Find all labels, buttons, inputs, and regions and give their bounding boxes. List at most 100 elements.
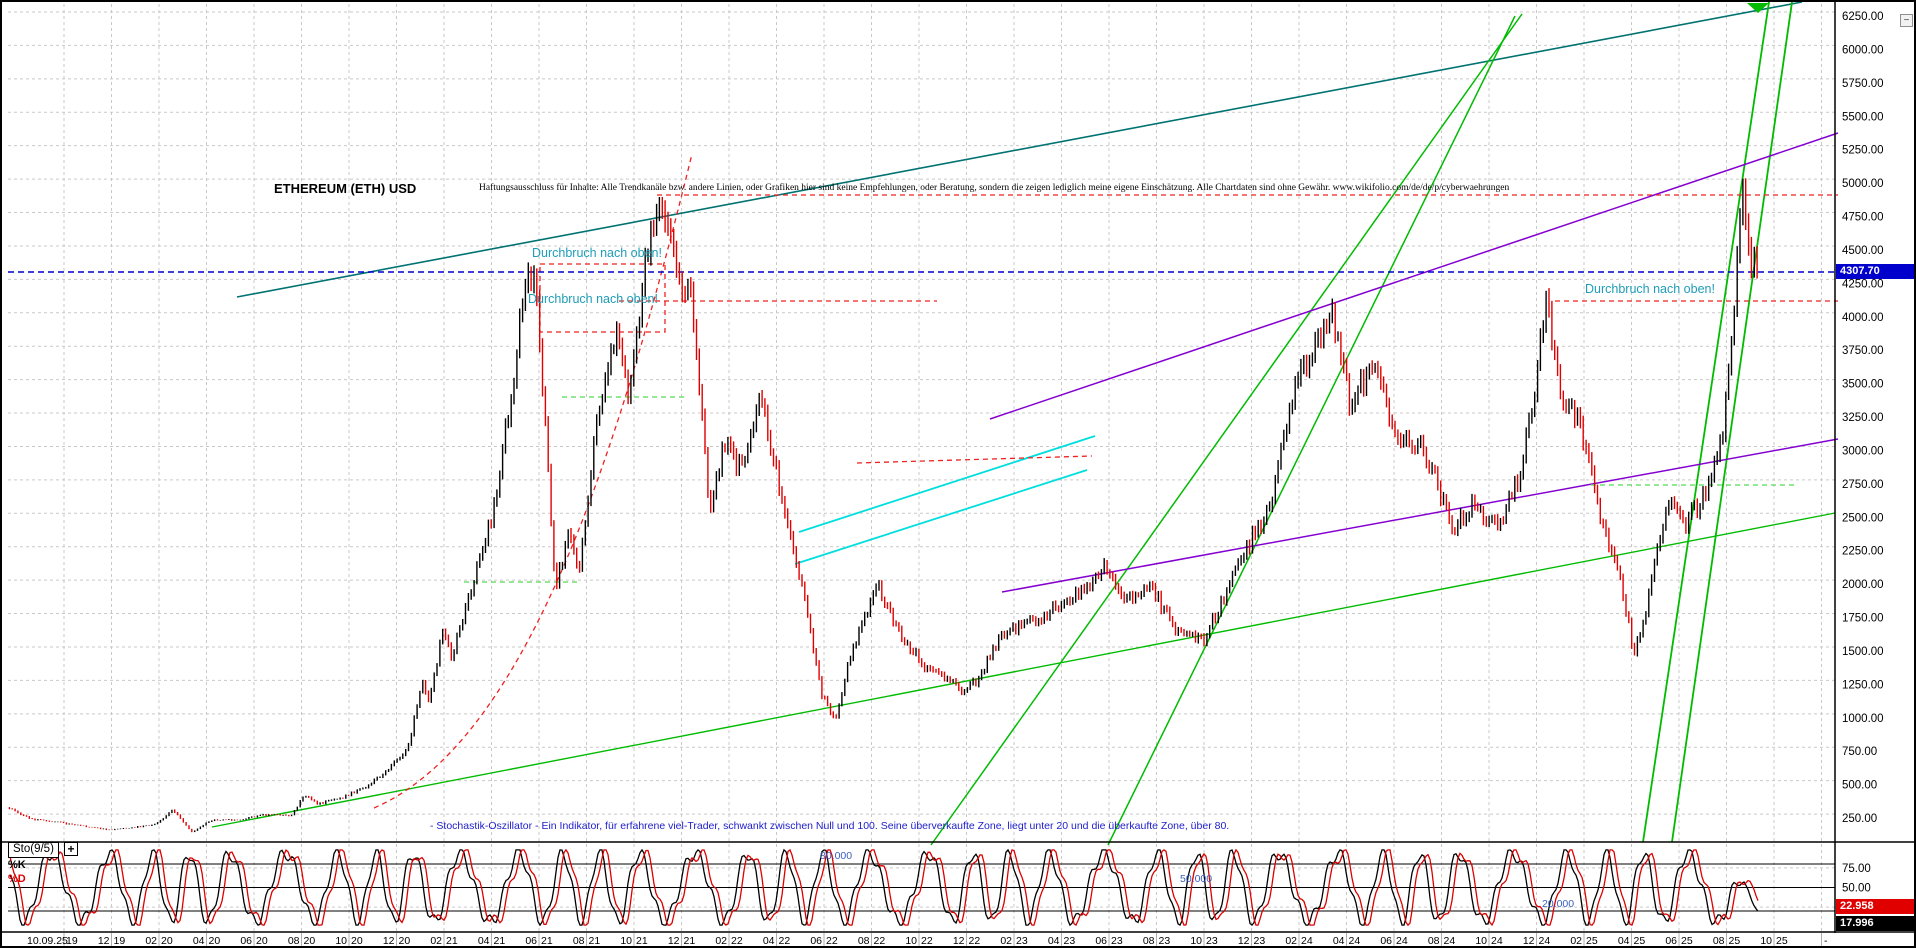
svg-text:23: 23 — [1064, 935, 1076, 947]
svg-text:3500.00: 3500.00 — [1842, 379, 1884, 391]
svg-text:08: 08 — [1428, 935, 1440, 947]
svg-text:08: 08 — [573, 935, 585, 947]
svg-text:20: 20 — [304, 935, 316, 947]
svg-text:08: 08 — [1713, 935, 1725, 947]
svg-text:02: 02 — [715, 935, 727, 947]
svg-text:12: 12 — [953, 935, 965, 947]
svg-text:22: 22 — [779, 935, 791, 947]
svg-text:20: 20 — [399, 935, 411, 947]
svg-text:19: 19 — [114, 935, 126, 947]
svg-text:2000.00: 2000.00 — [1842, 579, 1884, 591]
svg-text:5250.00: 5250.00 — [1842, 145, 1884, 157]
stochastic-k-value-badge: 17.996 — [1836, 916, 1914, 931]
svg-text:02: 02 — [1000, 935, 1012, 947]
svg-text:25: 25 — [1634, 935, 1646, 947]
stochastic-d-value-badge: 22.958 — [1836, 899, 1914, 914]
svg-text:20: 20 — [209, 935, 221, 947]
svg-text:12: 12 — [98, 935, 110, 947]
annotation-breakout-3: Durchbruch nach oben! — [1585, 282, 1715, 296]
svg-text:22: 22 — [969, 935, 981, 947]
svg-text:08: 08 — [858, 935, 870, 947]
svg-text:24: 24 — [1444, 935, 1456, 947]
svg-text:25: 25 — [1681, 935, 1693, 947]
svg-text:24: 24 — [1349, 935, 1361, 947]
svg-text:500.00: 500.00 — [1842, 780, 1877, 792]
current-price-badge: 4307.70 — [1836, 264, 1914, 279]
svg-text:08: 08 — [1143, 935, 1155, 947]
svg-text:06: 06 — [810, 935, 822, 947]
svg-text:06: 06 — [1095, 935, 1107, 947]
svg-text:25: 25 — [1586, 935, 1598, 947]
svg-text:04: 04 — [1048, 935, 1060, 947]
svg-text:20: 20 — [161, 935, 173, 947]
svg-text:04: 04 — [478, 935, 490, 947]
svg-text:02: 02 — [1285, 935, 1297, 947]
svg-text:4250.00: 4250.00 — [1842, 278, 1884, 290]
svg-text:22: 22 — [874, 935, 886, 947]
svg-text:4500.00: 4500.00 — [1842, 245, 1884, 257]
svg-text:04: 04 — [1618, 935, 1630, 947]
annotation-breakout-1: Durchbruch nach oben! — [532, 246, 662, 260]
collapse-panel-button[interactable]: − — [1900, 14, 1913, 27]
svg-text:22: 22 — [826, 935, 838, 947]
svg-text:1750.00: 1750.00 — [1842, 613, 1884, 625]
svg-text:4750.00: 4750.00 — [1842, 212, 1884, 224]
svg-text:5000.00: 5000.00 — [1842, 178, 1884, 190]
svg-text:08: 08 — [288, 935, 300, 947]
svg-text:21: 21 — [494, 935, 506, 947]
percent-d-legend: %D — [8, 873, 26, 885]
svg-text:19: 19 — [66, 935, 78, 947]
svg-text:21: 21 — [684, 935, 696, 947]
svg-text:21: 21 — [541, 935, 553, 947]
svg-text:23: 23 — [1111, 935, 1123, 947]
svg-text:06: 06 — [240, 935, 252, 947]
svg-text:06: 06 — [525, 935, 537, 947]
svg-text:04: 04 — [193, 935, 205, 947]
svg-text:02: 02 — [145, 935, 157, 947]
svg-text:-: - — [1824, 935, 1828, 947]
svg-text:02: 02 — [430, 935, 442, 947]
svg-text:6250.00: 6250.00 — [1842, 11, 1884, 23]
svg-text:12: 12 — [1523, 935, 1535, 947]
svg-text:23: 23 — [1159, 935, 1171, 947]
percent-k-legend: %K — [8, 859, 26, 871]
svg-text:23: 23 — [1206, 935, 1218, 947]
svg-text:75.00: 75.00 — [1842, 863, 1871, 875]
svg-text:50.00: 50.00 — [1842, 882, 1871, 894]
oscillator-description: - Stochastik-Oszillator - Ein Indikator,… — [430, 820, 1230, 832]
svg-text:24: 24 — [1396, 935, 1408, 947]
svg-text:5750.00: 5750.00 — [1842, 78, 1884, 90]
oscillator-level-80-label: 80.000 — [820, 850, 853, 862]
svg-text:10.09.25: 10.09.25 — [27, 935, 68, 947]
disclaimer-text: Haftungsausschluss für Inhalte: Alle Tre… — [479, 183, 1510, 193]
svg-text:250.00: 250.00 — [1842, 813, 1877, 825]
svg-text:2250.00: 2250.00 — [1842, 546, 1884, 558]
svg-text:04: 04 — [1333, 935, 1345, 947]
svg-text:22: 22 — [921, 935, 933, 947]
svg-text:23: 23 — [1016, 935, 1028, 947]
svg-text:24: 24 — [1301, 935, 1313, 947]
svg-text:10: 10 — [1475, 935, 1487, 947]
svg-text:21: 21 — [446, 935, 458, 947]
svg-text:12: 12 — [383, 935, 395, 947]
svg-text:12: 12 — [668, 935, 680, 947]
svg-text:12: 12 — [1238, 935, 1250, 947]
add-indicator-button[interactable]: + — [64, 842, 78, 856]
svg-text:3000.00: 3000.00 — [1842, 445, 1884, 457]
svg-text:22: 22 — [731, 935, 743, 947]
svg-text:06: 06 — [1665, 935, 1677, 947]
svg-text:1500.00: 1500.00 — [1842, 646, 1884, 658]
svg-text:3250.00: 3250.00 — [1842, 412, 1884, 424]
svg-text:25: 25 — [1729, 935, 1741, 947]
svg-text:20: 20 — [351, 935, 363, 947]
oscillator-level-50-label: 50.000 — [1180, 873, 1213, 885]
stochastic-indicator-button[interactable]: Sto(9/5) — [8, 842, 59, 858]
svg-text:23: 23 — [1254, 935, 1266, 947]
svg-text:3750.00: 3750.00 — [1842, 345, 1884, 357]
svg-text:10: 10 — [1760, 935, 1772, 947]
svg-text:21: 21 — [636, 935, 648, 947]
svg-text:5500.00: 5500.00 — [1842, 111, 1884, 123]
oscillator-level-20-label: 20.000 — [1542, 898, 1575, 910]
